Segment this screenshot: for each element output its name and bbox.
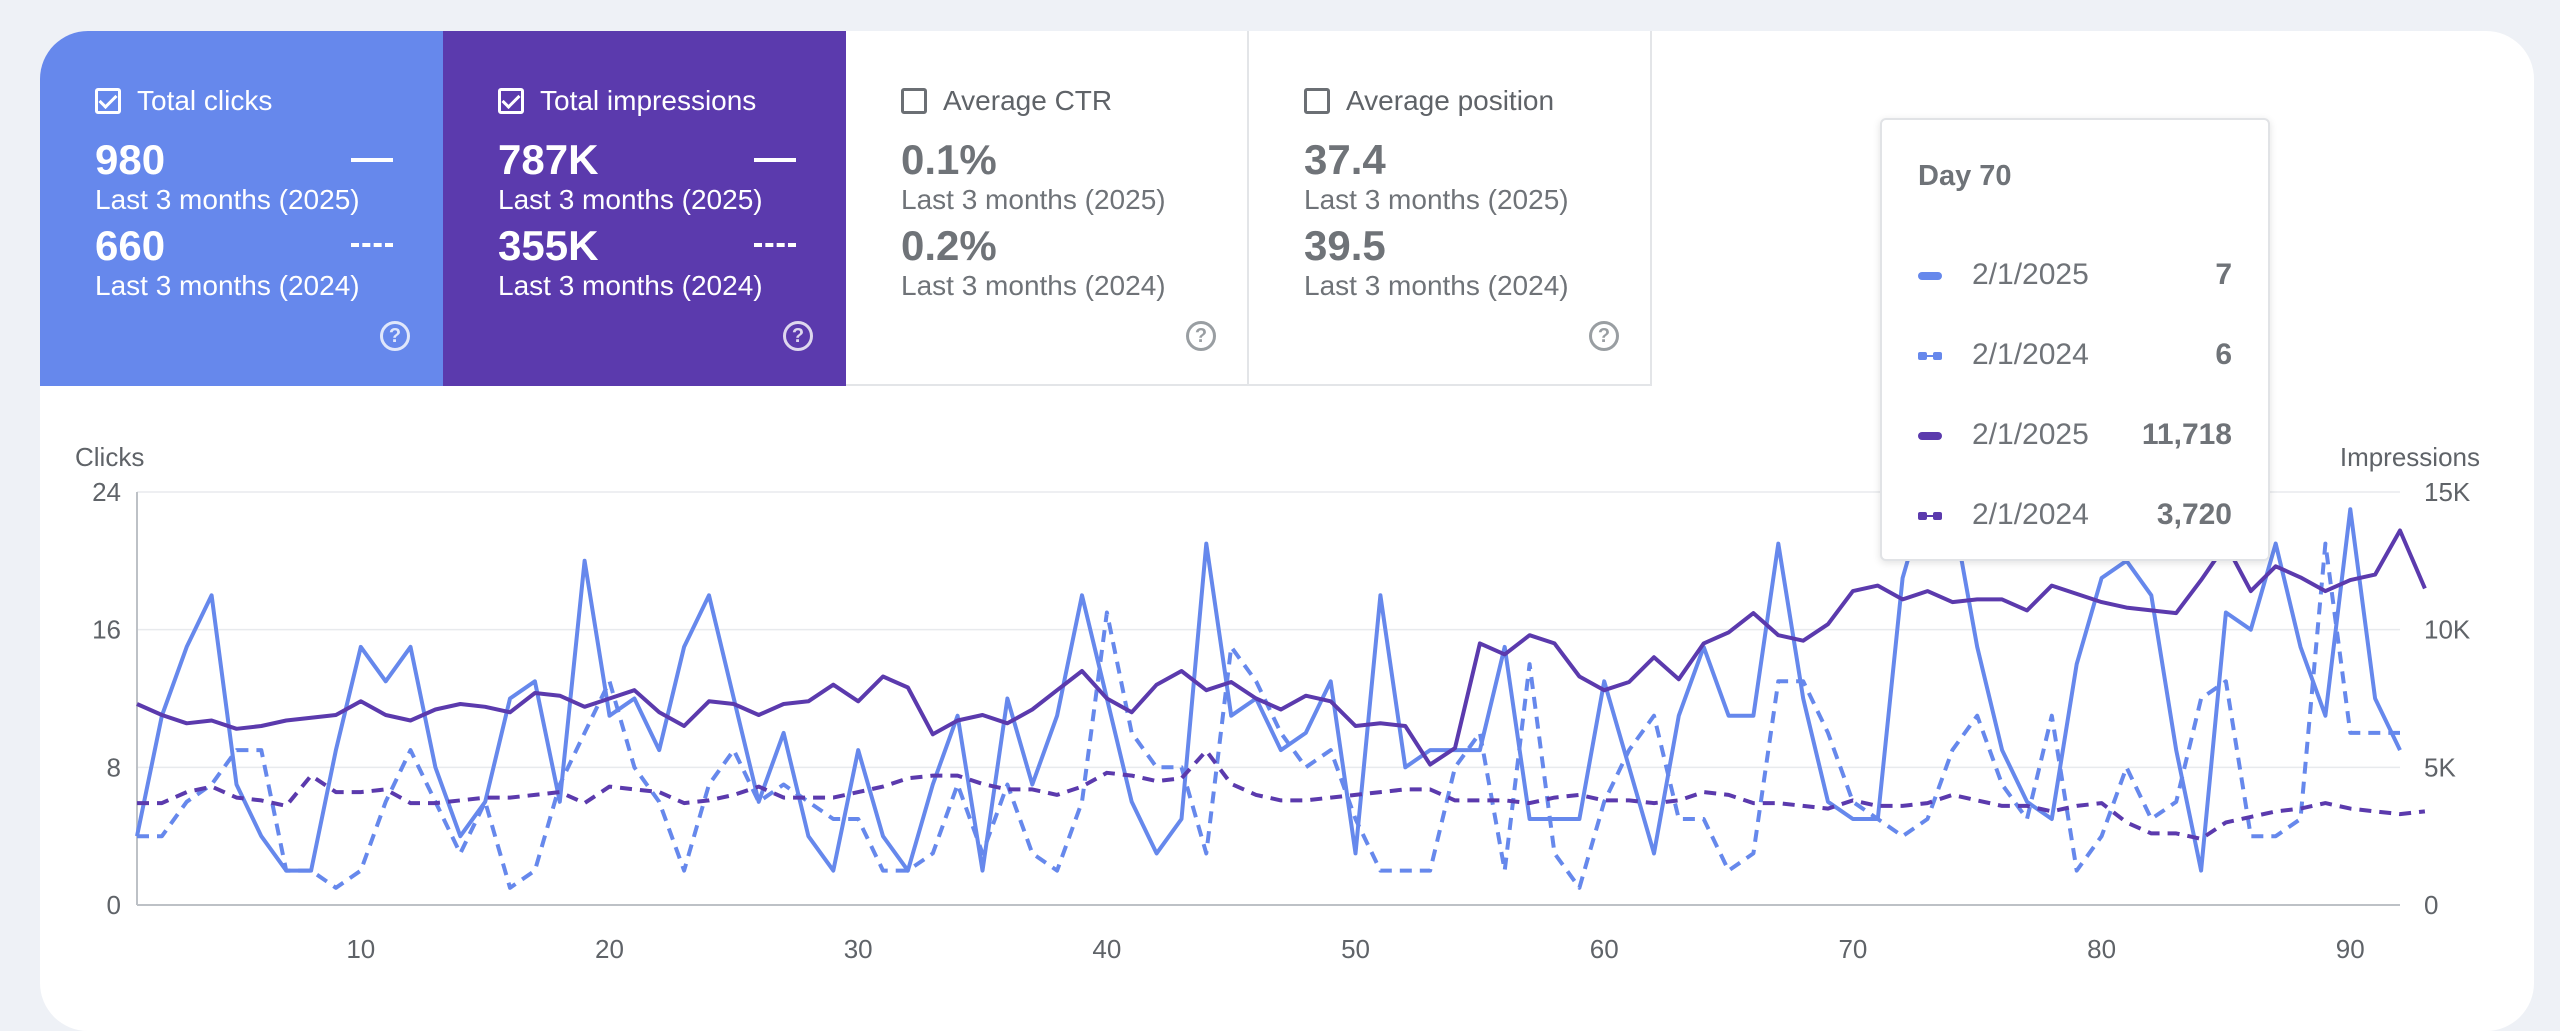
metric-period-previous: Last 3 months (2024)	[95, 270, 360, 301]
checkbox-checked-icon[interactable]	[95, 88, 121, 114]
tooltip-row: 2/1/2024 3,720	[1918, 475, 2232, 555]
metric-total-impressions[interactable]: Total impressions 787K Last 3 months (20…	[443, 31, 846, 386]
checkbox-checked-icon[interactable]	[498, 88, 524, 114]
dashed-series-marker-icon	[1918, 350, 1942, 360]
tooltip-date: 2/1/2024	[1972, 338, 2089, 371]
help-icon[interactable]: ?	[1589, 321, 1619, 351]
solid-line-legend-icon	[351, 158, 393, 162]
metric-label: Total clicks	[137, 85, 273, 116]
metric-label: Average position	[1346, 85, 1555, 116]
metric-value-current: 0.1%	[901, 136, 997, 183]
help-icon[interactable]: ?	[1186, 321, 1216, 351]
metric-value-current: 980	[95, 136, 166, 183]
help-icon[interactable]: ?	[380, 321, 410, 351]
metric-total-clicks[interactable]: Total clicks 980 Last 3 months (2025) 66…	[40, 31, 443, 386]
metric-period-current: Last 3 months (2025)	[1304, 184, 1569, 215]
tooltip-title: Day 70	[1918, 160, 2012, 192]
metric-label: Average CTR	[943, 85, 1113, 116]
checkbox-unchecked-icon[interactable]	[1304, 88, 1330, 114]
metric-value-previous: 39.5	[1304, 222, 1386, 269]
metric-period-current: Last 3 months (2025)	[95, 184, 360, 215]
help-icon[interactable]: ?	[783, 321, 813, 351]
tooltip-row: 2/1/2025 11,718	[1918, 395, 2232, 475]
tooltip-date: 2/1/2024	[1972, 498, 2089, 531]
tooltip-row: 2/1/2024 6	[1918, 315, 2232, 395]
solid-series-marker-icon	[1918, 430, 1942, 440]
solid-series-marker-icon	[1918, 270, 1942, 280]
tooltip-value: 3,720	[2156, 498, 2232, 531]
metric-average-position[interactable]: Average position 37.4 Last 3 months (202…	[1249, 31, 1652, 386]
metric-period-previous: Last 3 months (2024)	[901, 270, 1166, 301]
metric-value-current: 37.4	[1304, 136, 1386, 183]
tooltip-row: 2/1/2025 7	[1918, 235, 2232, 315]
checkbox-unchecked-icon[interactable]	[901, 88, 927, 114]
metric-label: Total impressions	[540, 85, 757, 116]
tooltip-date: 2/1/2025	[1972, 418, 2089, 451]
solid-line-legend-icon	[754, 158, 796, 162]
metric-period-previous: Last 3 months (2024)	[498, 270, 763, 301]
metric-value-current: 787K	[498, 136, 599, 183]
tooltip-date: 2/1/2025	[1972, 258, 2089, 291]
metric-value-previous: 0.2%	[901, 222, 997, 269]
metric-value-previous: 355K	[498, 222, 599, 269]
metric-period-current: Last 3 months (2025)	[901, 184, 1166, 215]
chart-tooltip: Day 70 2/1/2025 7 2/1/2024 6 2/1/2025 11…	[1880, 118, 2270, 561]
metric-period-current: Last 3 months (2025)	[498, 184, 763, 215]
metric-value-previous: 660	[95, 222, 166, 269]
tooltip-value: 6	[2215, 338, 2232, 371]
dashed-series-marker-icon	[1918, 510, 1942, 520]
dashed-line-legend-icon	[351, 243, 393, 247]
tooltip-value: 7	[2215, 258, 2232, 291]
metric-average-ctr[interactable]: Average CTR 0.1% Last 3 months (2025) 0.…	[846, 31, 1249, 386]
metric-period-previous: Last 3 months (2024)	[1304, 270, 1569, 301]
tooltip-value: 11,718	[2141, 418, 2232, 451]
dashed-line-legend-icon	[754, 243, 796, 247]
